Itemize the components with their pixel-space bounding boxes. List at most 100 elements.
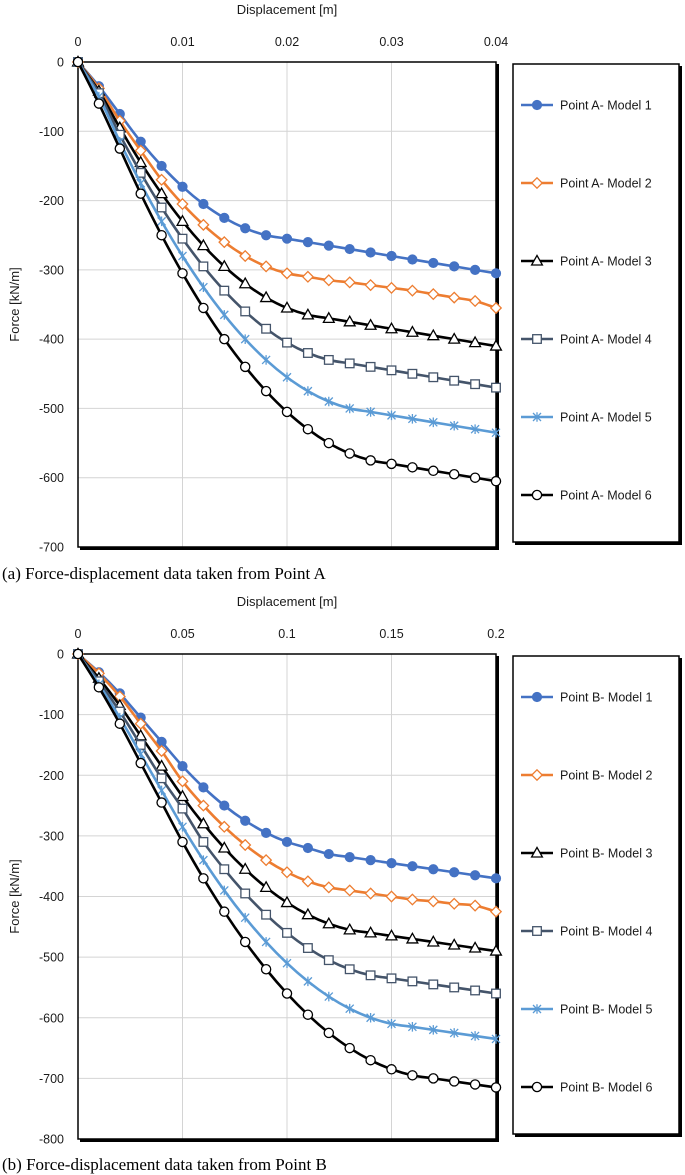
panel-b-series-2-point (239, 838, 252, 852)
panel-a-legend-swatch-marker (531, 99, 543, 111)
panel-b-series-6-point (323, 1027, 335, 1039)
panel-b-series-5-point (491, 1034, 501, 1044)
panel-b-series-1-point (177, 761, 188, 772)
panel-a-series-5-point (240, 334, 250, 344)
panel-b-x-axis-label: Displacement [m] (237, 594, 337, 609)
panel-a-legend-box (512, 63, 680, 543)
panel-b-series-5-point (219, 885, 229, 896)
panel-b-x-tick-label: 0 (75, 627, 82, 641)
panel-b-series-6-point (490, 1082, 502, 1093)
panel-b-y-tick-label: -800 (39, 1133, 64, 1147)
panel-b-series-6-point (407, 1070, 418, 1081)
panel-b-series-6-point (177, 836, 188, 848)
panel-a-legend-item-6: Point A- Model 6 (521, 489, 652, 503)
panel-a-legend-label: Point A- Model 6 (560, 489, 652, 503)
panel-b-x-ticks: 0 0.05 0.1 0.15 0.2 (75, 627, 505, 641)
panel-a-series-3-point (343, 314, 357, 327)
panel-b-legend-item-6: Point B- Model 6 (521, 1081, 652, 1095)
panel-a-series-4-point (428, 372, 439, 383)
panel-a-series-2-point (280, 267, 294, 280)
panel-a-series-6-point (135, 188, 146, 199)
panel-b-series-4-point (428, 979, 439, 990)
panel-b-series-3-point (217, 841, 231, 853)
panel-a-series-6-point (490, 475, 502, 487)
panel-a-series-1-point (261, 230, 272, 241)
panel-b-series-3-point (364, 925, 378, 938)
panel-b-legend-swatch-marker (531, 1081, 543, 1093)
panel-b-legend-label: Point B- Model 3 (560, 847, 652, 861)
panel-a-series-5-point (366, 407, 376, 417)
panel-b-series-5-point (261, 937, 271, 947)
panel-a-series-1-point (365, 247, 376, 258)
panel-a-legend-label: Point A- Model 5 (560, 411, 652, 425)
panel-a-y-tick-label: -400 (39, 333, 64, 347)
panel-a-series-3-point (259, 290, 273, 303)
panel-b-series-4-point (491, 988, 501, 999)
panel-b-series-3-point (322, 916, 336, 929)
panel-b-series-4-point (449, 982, 460, 993)
panel-b-series-2-point (489, 905, 503, 918)
panel-a-legend-label: Point A- Model 1 (560, 99, 652, 113)
panel-a-series-1-point (428, 257, 439, 269)
panel-a-series-1-point (449, 261, 460, 272)
panel-a-series (71, 55, 503, 487)
panel-b-series-6-point (448, 1076, 460, 1087)
panel-a-series-1-point (156, 160, 167, 172)
panel-b-legend-label: Point B- Model 6 (560, 1081, 652, 1095)
chart-panel-b: 0 0.05 0.1 0.15 0.2 0 -100 -200 -300 -400 -500 -60… (2, 594, 682, 1174)
panel-b-series-3-point (405, 932, 419, 944)
panel-b-x-tick-label: 0.05 (170, 627, 194, 641)
panel-b-series-1-point (470, 870, 481, 881)
panel-a-series-3-point (384, 321, 399, 334)
panel-a-series-2-point (176, 197, 189, 211)
panel-a-series-3-point (134, 155, 148, 168)
panel-b-series-1-point (302, 842, 313, 854)
panel-a-series-1-point (407, 254, 418, 265)
panel-b-legend-swatch-marker (530, 846, 544, 858)
panel-a-series-3-point (364, 318, 378, 330)
panel-a-y-ticks: 0 -100 -200 -300 -400 -500 -600 -700 (39, 56, 64, 555)
panel-a-legend: Point A- Model 1 Point A- Model 2 Point A-… (521, 99, 652, 503)
panel-a-series-2-point (322, 274, 335, 287)
panel-a-series-6 (72, 56, 502, 487)
panel-a-series-5-point (345, 403, 355, 414)
panel-b-series-5-point (366, 1012, 376, 1023)
panel-a-series-4-point (386, 365, 397, 376)
panel-b-series-1-point (281, 836, 293, 848)
panel-b-series-6-point (281, 988, 293, 999)
panel-b-legend-swatch-marker (531, 691, 543, 703)
panel-b-y-tick-label: -600 (39, 1011, 64, 1025)
panel-b-y-tick-label: -700 (39, 1072, 64, 1086)
panel-a-series-2-point (468, 294, 482, 308)
panel-b-series-5-point (324, 991, 334, 1002)
panel-a-series-4-point (282, 337, 292, 348)
panel-a-series-5-point (178, 251, 187, 261)
panel-b-series-6-point (72, 648, 84, 660)
panel-b-series-4-point (198, 836, 209, 847)
panel-b-series-5-point (157, 785, 167, 796)
panel-a-series-4-point (407, 368, 418, 379)
panel-a-series-1-point (470, 264, 481, 275)
panel-a-series-4-point (219, 285, 230, 296)
panel-a-y-tick-label: -700 (39, 541, 64, 555)
panel-a-series-4-point (470, 379, 481, 390)
panel-a-legend-item-1: Point A- Model 1 (521, 99, 652, 113)
panel-b-series-1-point (407, 861, 418, 872)
panel-a-series-2-point (489, 301, 503, 315)
panel-b-series-2-point (301, 875, 315, 888)
panel-b-legend-item-4: Point B- Model 4 (521, 925, 652, 939)
panel-b-series-1-point (219, 800, 230, 811)
panel-a-series-6-point (239, 361, 251, 373)
panel-a-series-4-point (344, 358, 355, 369)
panel-b-series-6-point (93, 682, 105, 693)
panel-b-series-4-point (177, 803, 188, 814)
panel-b-series-3-point (384, 928, 399, 941)
panel-a-legend-swatch-marker (532, 334, 542, 344)
panel-a-legend-swatch-marker (532, 412, 542, 422)
panel-b-series-3-point (301, 907, 315, 920)
panel-b-series-1-point (323, 848, 334, 860)
panel-b-series-6-point (469, 1079, 481, 1090)
panel-a-series-6-point (386, 458, 397, 470)
panel-a-series-1-point (386, 250, 397, 262)
